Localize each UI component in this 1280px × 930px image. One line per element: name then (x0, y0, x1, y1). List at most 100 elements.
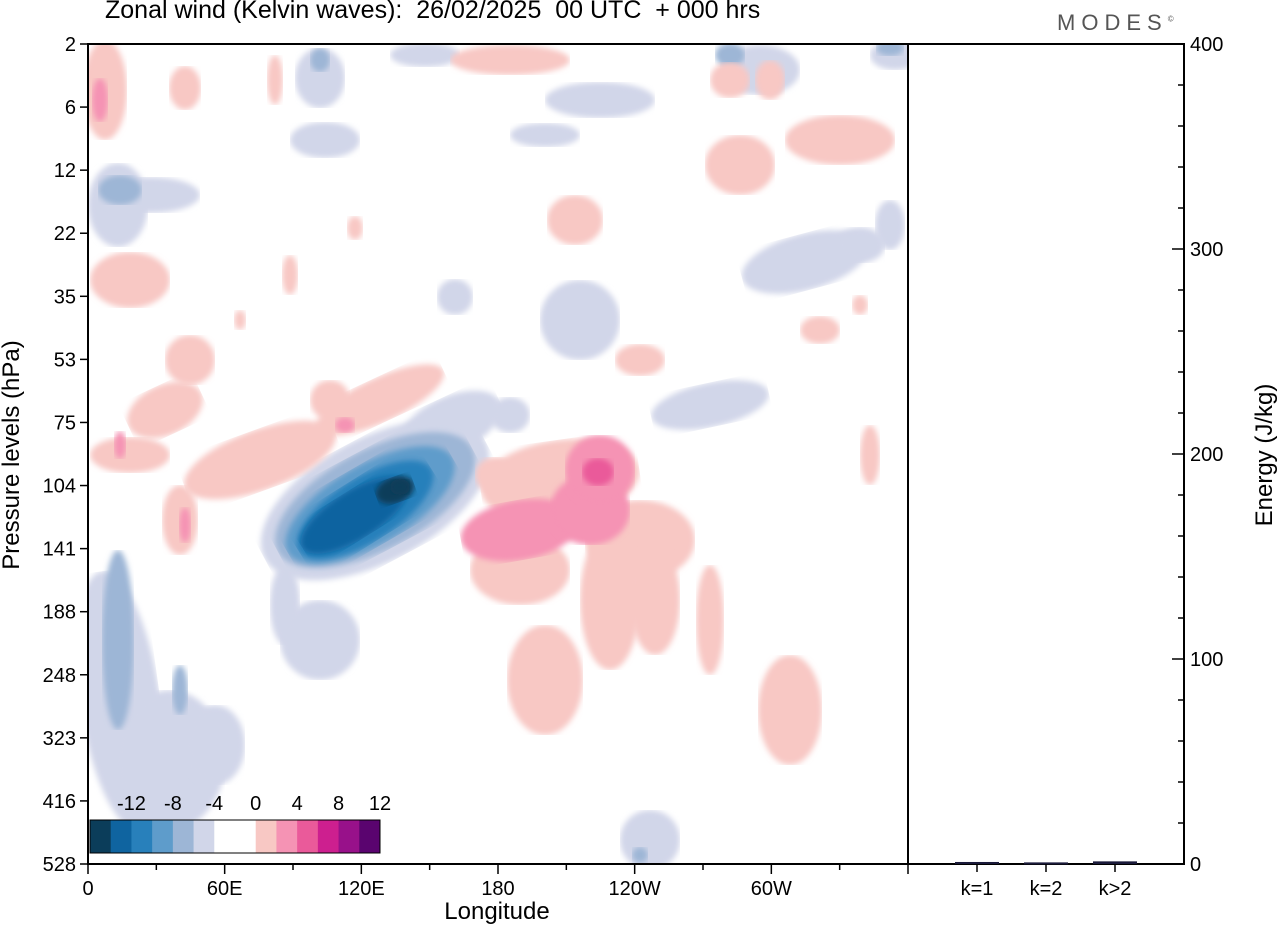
wind-anomaly-blob (335, 417, 355, 433)
y-tick-label: 75 (54, 412, 76, 434)
wind-anomaly-blob (510, 123, 580, 147)
colorbar-label: -12 (117, 793, 146, 815)
wind-anomaly-blob (185, 705, 245, 785)
y-tick-label: 22 (54, 223, 76, 245)
wind-anomaly-blob (310, 48, 330, 72)
wind-anomaly-blob (98, 175, 142, 205)
wind-anomaly-blob (270, 565, 300, 645)
colorbar-swatch (214, 820, 236, 853)
x-axis-title: Longitude (444, 898, 550, 925)
wind-anomaly-blob (90, 252, 170, 308)
energy-frame (907, 43, 1185, 865)
y-tick-label: 2 (65, 34, 76, 56)
colorbar-swatch (110, 820, 132, 853)
wind-anomaly-blob (632, 847, 648, 863)
modes-logo: MODES© (1057, 10, 1174, 36)
wind-anomaly-blob (582, 458, 614, 486)
wind-anomaly-blob (651, 380, 769, 430)
wind-anomaly-blob (390, 479, 410, 495)
wind-anomaly-blob (460, 498, 580, 562)
colorbar-swatch (255, 820, 277, 853)
y-tick-label: 141 (43, 539, 76, 561)
colorbar-swatch (359, 820, 381, 853)
colorbar-swatch (276, 820, 298, 853)
wind-anomaly-blob (184, 420, 336, 500)
energy-bar (1024, 862, 1068, 865)
wind-anomaly-blob (114, 431, 126, 459)
colorbar-label: 0 (250, 793, 261, 815)
wind-anomaly-blob (282, 255, 298, 295)
energy-bar (1093, 861, 1137, 864)
colorbar-swatch (338, 820, 360, 853)
energy-tick-label: 200 (1190, 444, 1223, 466)
colorbar-swatch (317, 820, 340, 853)
colorbar-frame (89, 819, 381, 854)
y-tick-label: 323 (43, 728, 76, 750)
wind-anomaly-blob (169, 66, 201, 110)
y-tick-label: 528 (43, 854, 76, 876)
longitude-axis: 0 60E 120E 180 120W 60W (82, 864, 909, 900)
energy-cat-label: k>2 (1099, 878, 1132, 900)
energy-bars: k=1 k=2 k>2 (955, 861, 1137, 900)
colorbar: -12 -8 -4 0 4 8 12 (89, 793, 391, 854)
x-tick-label: 60E (207, 878, 243, 900)
wind-anomaly-blob (280, 600, 360, 680)
wind-anomaly-blob (630, 545, 680, 655)
wind-anomaly-blob (715, 44, 745, 67)
x-tick-label: 120E (338, 878, 385, 900)
wind-anomaly-blob (758, 655, 822, 765)
pressure-axis: 2 6 12 22 35 53 75 104 141 188 248 323 416 528 (43, 34, 88, 876)
colorbar-label: 8 (333, 793, 344, 815)
wind-anomaly-blob (705, 135, 775, 195)
colorbar-swatch (172, 820, 195, 853)
wind-anomaly-blob (437, 279, 473, 315)
y-tick-label: 104 (43, 476, 76, 498)
wind-anomaly-blob (852, 295, 868, 315)
energy-tick-label: 100 (1190, 649, 1223, 671)
wind-anomaly-blob (295, 48, 345, 108)
wind-anomaly-blob (347, 216, 363, 240)
colorbar-swatch (297, 820, 319, 853)
wind-anomaly-blob (390, 44, 460, 67)
energy-bar (955, 861, 999, 864)
wind-anomaly-blob (127, 381, 203, 439)
wind-anomaly-blob (507, 625, 583, 735)
wind-anomaly-blob (876, 44, 904, 56)
wind-anomaly-blob (835, 227, 885, 263)
wind-anomaly-blob (860, 425, 880, 485)
y-axis-title: Pressure levels (hPa) (0, 340, 25, 570)
wind-anomaly-blob (540, 280, 620, 360)
wind-anomaly-blob (785, 115, 895, 165)
wind-anomaly-blob (179, 507, 191, 543)
wind-anomaly-blob (875, 200, 905, 250)
wind-anomaly-blob (267, 55, 283, 105)
chart-title: Zonal wind (Kelvin waves): 26/02/2025 00… (105, 0, 761, 24)
logo-mark: © (1167, 14, 1174, 24)
wind-anomaly-blob (545, 82, 655, 118)
x-tick-label: 120W (609, 878, 661, 900)
wind-anomaly-blob (92, 78, 108, 122)
y-tick-label: 188 (43, 602, 76, 624)
y-tick-label: 6 (65, 97, 76, 119)
wind-anomaly-blob (620, 810, 680, 864)
wind-anomaly-blob (547, 195, 603, 245)
y-tick-label: 416 (43, 791, 76, 813)
x-tick-label: 0 (82, 878, 93, 900)
y-tick-label: 35 (54, 286, 76, 308)
x-tick-label: 60W (751, 878, 792, 900)
colorbar-swatch (152, 820, 174, 853)
wind-anomaly-blob (696, 565, 724, 675)
wind-anomaly-blob (755, 60, 785, 100)
wind-anomaly-blob (580, 530, 640, 670)
energy-cat-label: k=1 (961, 878, 994, 900)
energy-axis-title: Energy (J/kg) (1251, 383, 1278, 527)
heatmap-field (88, 44, 908, 864)
wind-anomaly-blob (490, 397, 530, 433)
wind-anomaly-blob (234, 310, 246, 330)
wind-anomaly-blob (800, 316, 840, 344)
energy-tick-label: 400 (1190, 34, 1223, 56)
colorbar-label: 12 (369, 793, 391, 815)
y-tick-label: 12 (54, 160, 76, 182)
colorbar-swatch (235, 820, 257, 853)
